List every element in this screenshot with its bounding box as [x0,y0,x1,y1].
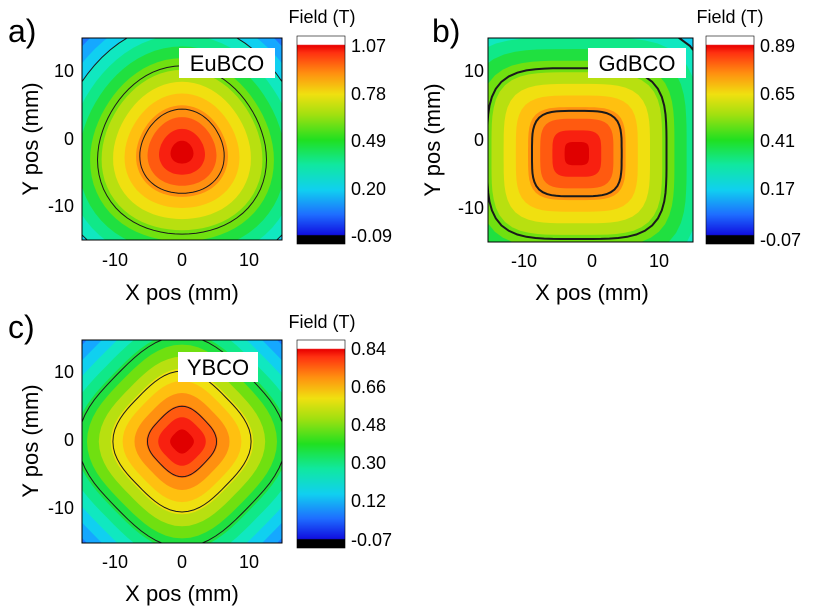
panel-label: c) [8,309,35,345]
x-ticks: -10 0 10 [102,552,259,572]
x-tick-label: 0 [177,552,187,572]
contour-line [146,405,218,478]
colorbar-title: Field (T) [289,312,356,332]
y-ticks: 10 0 -10 [48,362,74,518]
contour-line [531,109,623,198]
colorbar-tick-label: 0.17 [760,179,795,199]
heatmap-area [82,340,282,543]
contour-line [96,65,268,235]
y-tick-label: 0 [474,130,484,150]
panel-label: b) [432,13,460,49]
panel-a: a) -10 0 10 10 0 -10 X pos (mm) Y pos (m… [8,7,392,305]
x-axis-label: X pos (mm) [125,581,239,606]
contour-line [139,108,225,194]
colorbar [296,339,346,549]
x-ticks: -10 0 10 [511,251,669,271]
colorbar-tick-label: 0.49 [351,131,386,151]
plot-frame [487,37,694,243]
colorbar-tick-label: 1.07 [351,36,386,56]
panel-c: c) -10 0 10 10 0 -10 X pos (mm) Y pos (m… [8,309,392,606]
colorbar-tick-label: 0.12 [351,491,386,511]
x-tick-label: -10 [511,251,537,271]
y-tick-label: -10 [458,198,484,218]
x-tick-label: 0 [177,250,187,270]
y-tick-label: 10 [54,362,74,382]
y-ticks: 10 0 -10 [48,61,74,216]
colorbar-tick-label: -0.09 [351,226,392,246]
plot-frame [81,339,283,544]
y-tick-label: 0 [64,129,74,149]
sample-label: GdBCO [598,51,675,76]
colorbar-tick-label: -0.07 [351,530,392,550]
x-tick-label: -10 [102,250,128,270]
y-axis-label: Y pos (mm) [18,384,43,497]
heatmap-area [82,38,282,240]
x-tick-label: -10 [102,552,128,572]
y-axis-label: Y pos (mm) [420,83,445,196]
sample-label: EuBCO [190,51,265,76]
panel-label: a) [8,13,36,49]
x-tick-label: 10 [239,250,259,270]
colorbar-tick-label: 0.84 [351,339,386,359]
colorbar-tick-label: 0.48 [351,415,386,435]
colorbar-tick-label: 0.41 [760,131,795,151]
heatmap-area [488,38,693,242]
field-band [170,140,194,164]
sample-label-box [588,48,686,78]
y-tick-label: -10 [48,196,74,216]
field-band [564,142,589,166]
colorbar-ticks: 1.07 0.78 0.49 0.20 -0.09 [351,36,392,246]
x-tick-label: 10 [239,552,259,572]
x-tick-label: 0 [587,251,597,271]
sample-label: YBCO [187,355,249,380]
panel-b: b) -10 0 10 10 0 -10 X pos (mm) Y pos (m… [420,7,801,305]
x-ticks: -10 0 10 [102,250,259,270]
x-axis-label: X pos (mm) [535,280,649,305]
colorbar [705,35,755,245]
colorbar [296,35,346,245]
plot-frame [81,37,283,241]
y-tick-label: 10 [54,61,74,81]
field-band [170,429,194,454]
colorbar-ticks: 0.89 0.65 0.41 0.17 -0.07 [760,36,801,250]
y-ticks: 10 0 -10 [458,61,484,218]
sample-label-box [178,352,258,382]
colorbar-title: Field (T) [697,7,764,27]
x-axis-label: X pos (mm) [125,280,239,305]
sample-label-box [179,48,275,78]
colorbar-tick-label: 0.20 [351,179,386,199]
x-tick-label: 10 [649,251,669,271]
colorbar-tick-label: 0.30 [351,453,386,473]
contour-line [82,38,282,240]
colorbar-tick-label: 0.78 [351,84,386,104]
colorbar-tick-label: -0.07 [760,230,801,250]
y-tick-label: 10 [464,61,484,81]
colorbar-tick-label: 0.89 [760,36,795,56]
contour-line [112,370,252,513]
colorbar-tick-label: 0.66 [351,377,386,397]
colorbar-ticks: 0.84 0.66 0.48 0.30 0.12 -0.07 [351,339,392,550]
y-axis-label: Y pos (mm) [18,82,43,195]
colorbar-title: Field (T) [289,7,356,27]
colorbar-tick-label: 0.65 [760,84,795,104]
y-tick-label: 0 [64,430,74,450]
y-tick-label: -10 [48,498,74,518]
